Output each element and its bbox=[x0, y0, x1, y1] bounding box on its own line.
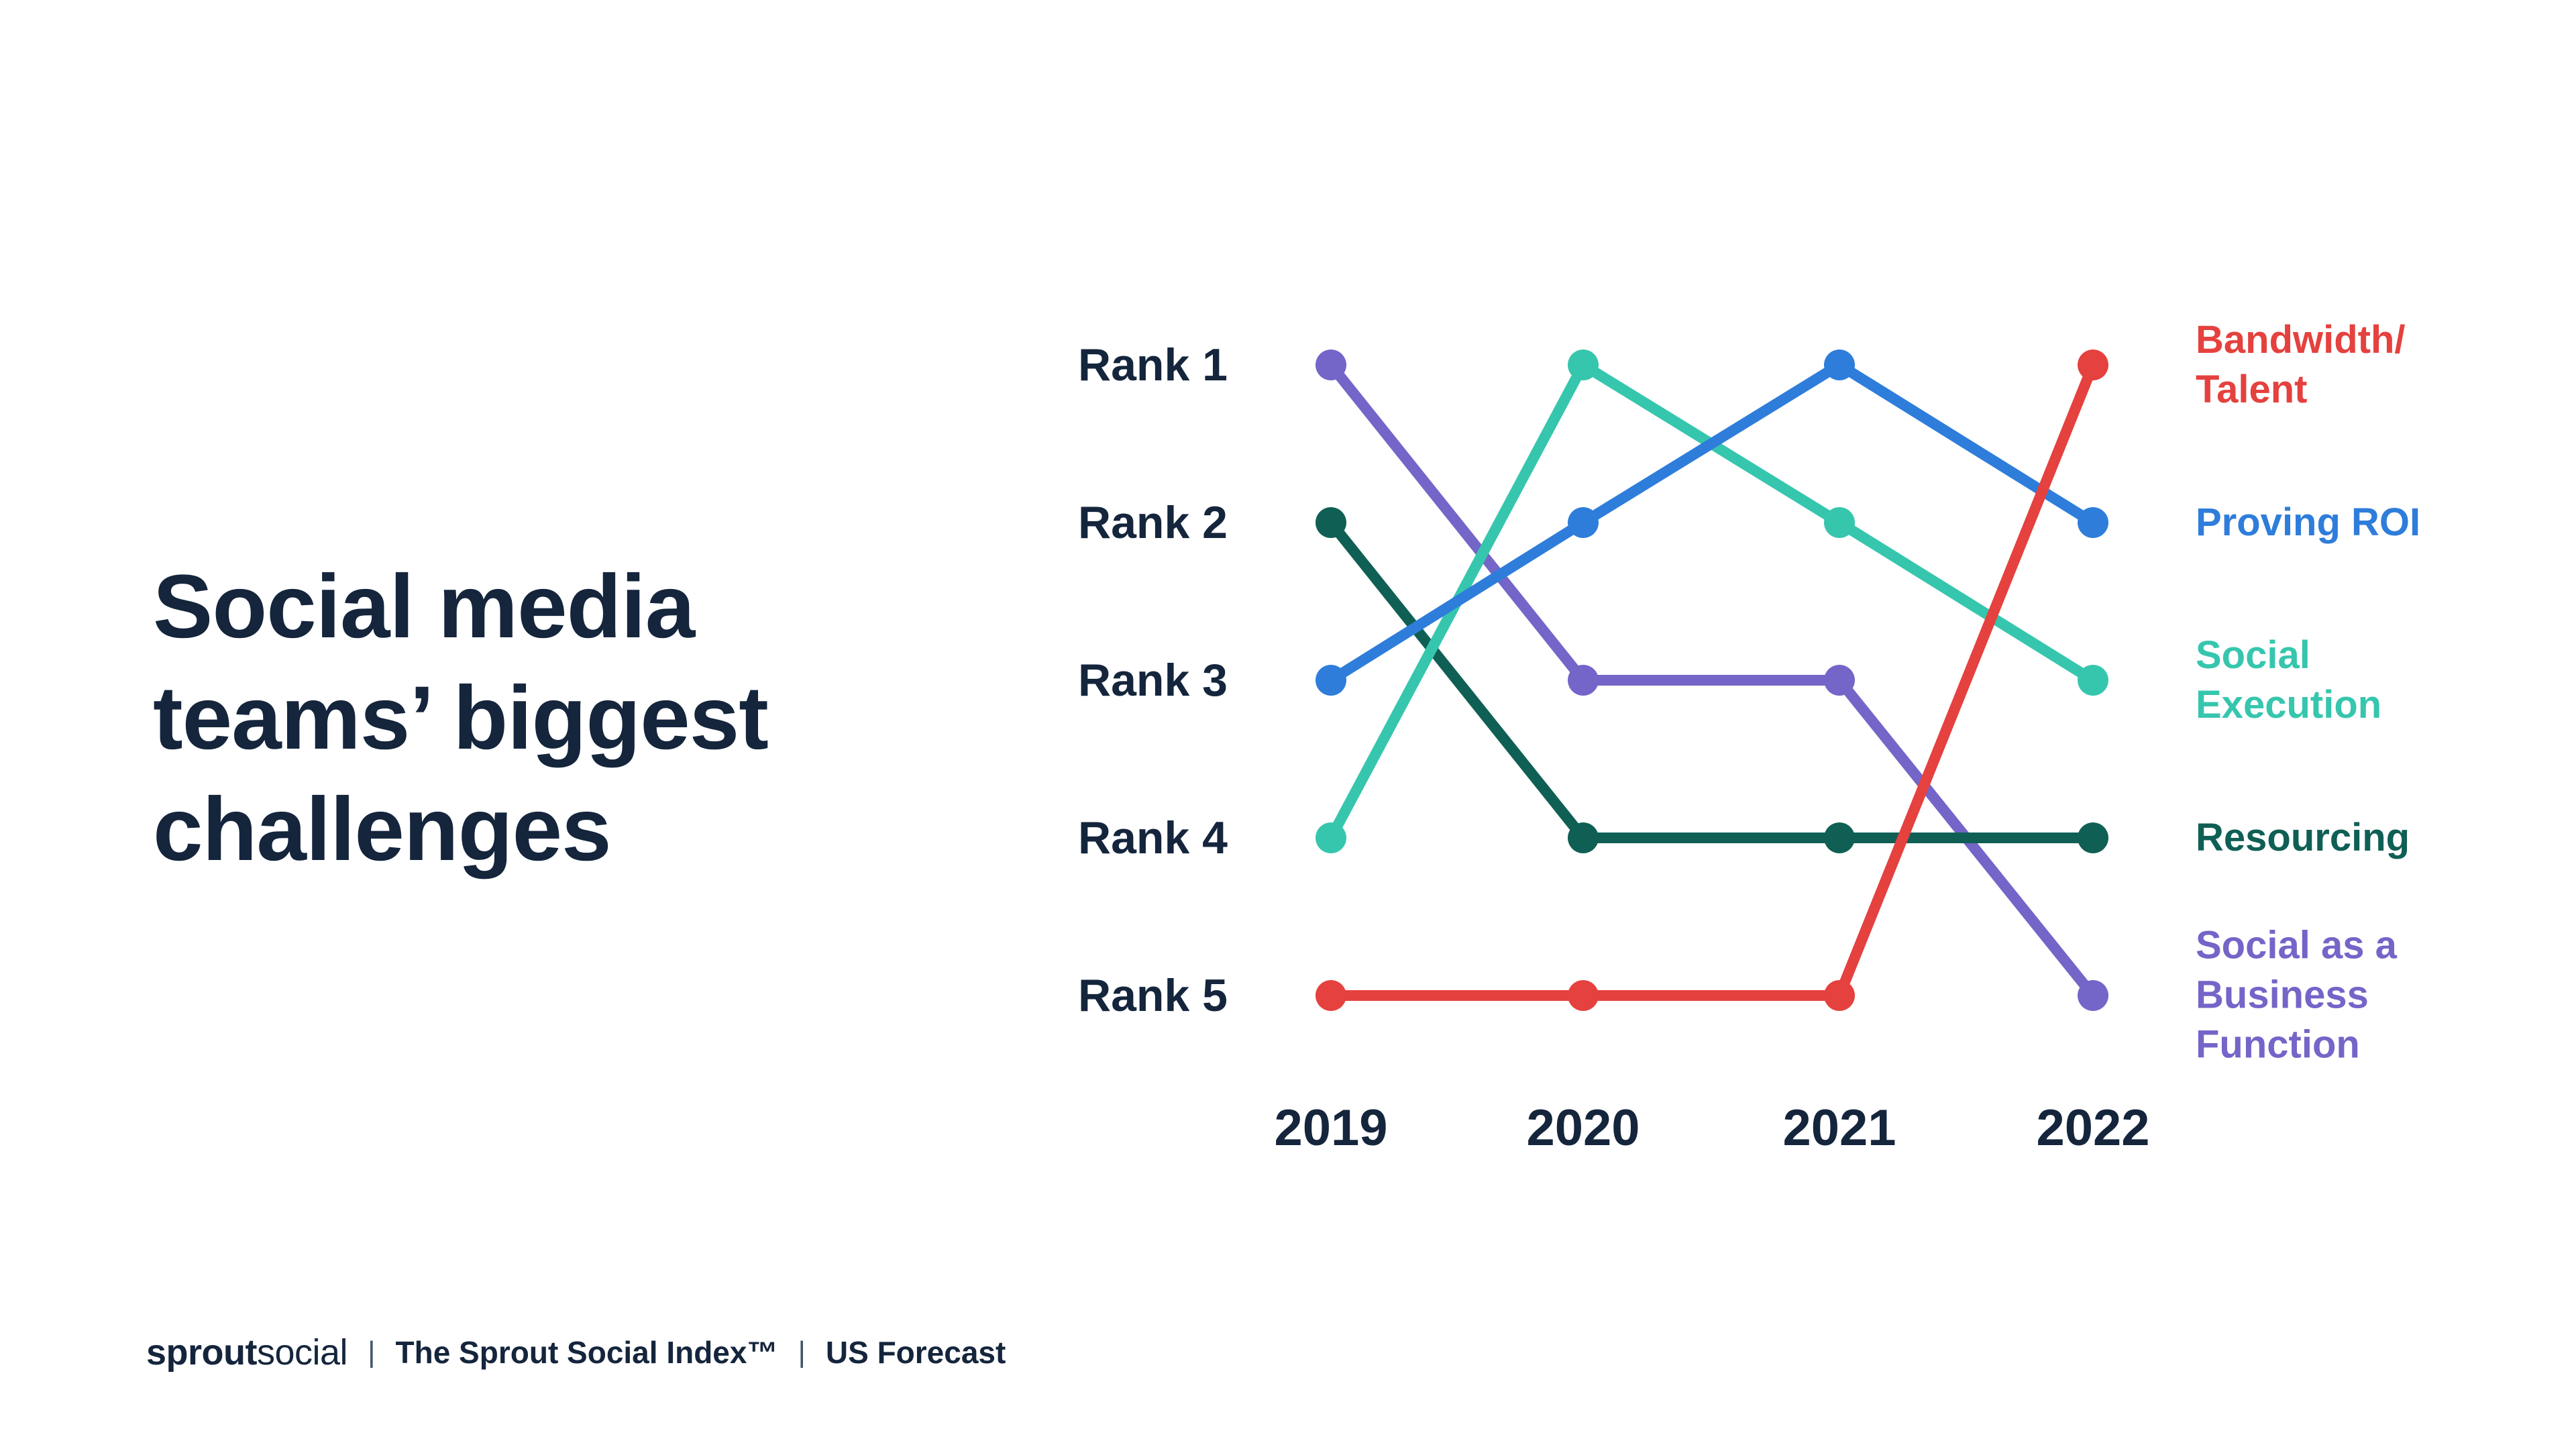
rank-label-4: Rank 4 bbox=[1078, 812, 1228, 863]
data-point-bandwidth-talent bbox=[2078, 350, 2108, 380]
rank-label-3: Rank 3 bbox=[1078, 655, 1228, 706]
index-label: The Sprout Social Index™ bbox=[395, 1335, 778, 1370]
data-point-resourcing bbox=[1568, 822, 1599, 853]
data-point-social-as-a-business-function bbox=[1568, 665, 1599, 696]
data-point-bandwidth-talent bbox=[1824, 980, 1855, 1011]
year-label-2019: 2019 bbox=[1274, 1099, 1388, 1157]
legend-label-line: Talent bbox=[2196, 368, 2308, 411]
data-point-proving-roi bbox=[1316, 665, 1346, 696]
series-line-resourcing bbox=[1326, 517, 2098, 843]
legend-label-line: Social as a bbox=[2196, 923, 2397, 967]
legend-item-social-execution: Social Execution bbox=[2196, 631, 2381, 730]
footer-separator: | bbox=[798, 1336, 806, 1368]
sproutsocial-logo: sproutsocial bbox=[146, 1332, 348, 1373]
brand-bold: sprout bbox=[146, 1332, 258, 1373]
legend-item-resourcing: Resourcing bbox=[2196, 813, 2410, 863]
year-label-2020: 2020 bbox=[1526, 1099, 1640, 1157]
data-point-proving-roi bbox=[1568, 507, 1599, 538]
legend-item-bandwidth-talent: Bandwidth/Talent bbox=[2196, 315, 2406, 415]
data-point-resourcing bbox=[2078, 822, 2108, 853]
legend-label-line: Social bbox=[2196, 633, 2310, 677]
legend-label-line: Execution bbox=[2196, 683, 2382, 727]
legend-label-line: Proving ROI bbox=[2196, 500, 2421, 544]
page-title: Social media teams’ biggest challenges bbox=[153, 551, 769, 885]
series-line-proving-roi bbox=[1326, 360, 2098, 686]
data-point-resourcing bbox=[1824, 822, 1855, 853]
brand-regular: social bbox=[257, 1332, 348, 1373]
legend-label-line: Function bbox=[2196, 1023, 2360, 1067]
year-label-2022: 2022 bbox=[2036, 1099, 2150, 1157]
data-point-social-as-a-business-function bbox=[1316, 350, 1346, 380]
footer-separator: | bbox=[368, 1336, 376, 1368]
series-line-bandwidth-talent bbox=[1326, 360, 2098, 1001]
data-point-social-execution bbox=[1824, 507, 1855, 538]
legend-label-line: Resourcing bbox=[2196, 815, 2410, 859]
legend-label-line: Business bbox=[2196, 973, 2369, 1017]
legend-item-social-as-a-business-function: Social as a Business Function bbox=[2196, 921, 2397, 1071]
series-line-social-as-a-business-function bbox=[1326, 360, 2098, 1001]
rank-label-1: Rank 1 bbox=[1078, 339, 1228, 390]
data-point-social-execution bbox=[2078, 665, 2108, 696]
data-point-bandwidth-talent bbox=[1568, 980, 1599, 1011]
data-point-social-as-a-business-function bbox=[1824, 665, 1855, 696]
data-point-proving-roi bbox=[2078, 507, 2108, 538]
rank-label-5: Rank 5 bbox=[1078, 970, 1228, 1021]
series-line-social-execution bbox=[1326, 360, 2098, 843]
title-line-1: Social media bbox=[153, 557, 695, 657]
year-label-2021: 2021 bbox=[1782, 1099, 1896, 1157]
footer: sproutsocial | The Sprout Social Index™ … bbox=[146, 1332, 1006, 1373]
legend-label-line: Bandwidth/ bbox=[2196, 317, 2406, 362]
rank-label-2: Rank 2 bbox=[1078, 497, 1228, 548]
data-point-social-as-a-business-function bbox=[2078, 980, 2108, 1011]
legend-item-proving-roi: Proving ROI bbox=[2196, 498, 2420, 547]
data-point-social-execution bbox=[1316, 822, 1346, 853]
data-point-resourcing bbox=[1316, 507, 1346, 538]
data-point-proving-roi bbox=[1824, 350, 1855, 380]
data-point-social-execution bbox=[1568, 350, 1599, 380]
data-point-bandwidth-talent bbox=[1316, 980, 1346, 1011]
title-line-3: challenges bbox=[153, 780, 612, 880]
forecast-label: US Forecast bbox=[825, 1335, 1006, 1370]
title-line-2: teams’ biggest bbox=[153, 668, 769, 769]
